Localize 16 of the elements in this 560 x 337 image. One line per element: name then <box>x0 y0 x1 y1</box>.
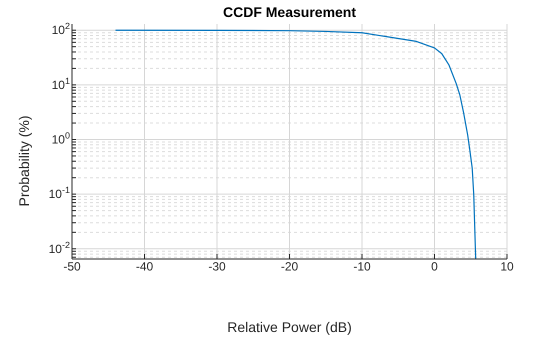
x-tick-label: -30 <box>208 260 226 274</box>
x-tick-label: 10 <box>500 260 514 274</box>
y-tick-label: 10$^{1}$ <box>52 76 70 92</box>
y-tick-label: 10$^{2}$ <box>52 21 70 38</box>
x-tick-label: 0 <box>431 260 438 274</box>
x-tick-label: -20 <box>280 260 298 274</box>
y-axis-title: Probability (%) <box>16 115 32 207</box>
line-series <box>114 30 476 259</box>
chart-title: CCDF Measurement <box>222 4 358 20</box>
x-tick-label: -50 <box>63 260 81 274</box>
y-tick-label: 10$^{-1}$ <box>48 185 70 202</box>
x-tick-label: -10 <box>353 260 371 274</box>
y-tick-label: 10$^{-2}$ <box>48 240 70 256</box>
y-tick-label: 10$^{0}$ <box>52 130 70 146</box>
x-axis-title: Relative Power (dB) <box>226 319 353 335</box>
x-tick-label: -40 <box>136 260 154 274</box>
